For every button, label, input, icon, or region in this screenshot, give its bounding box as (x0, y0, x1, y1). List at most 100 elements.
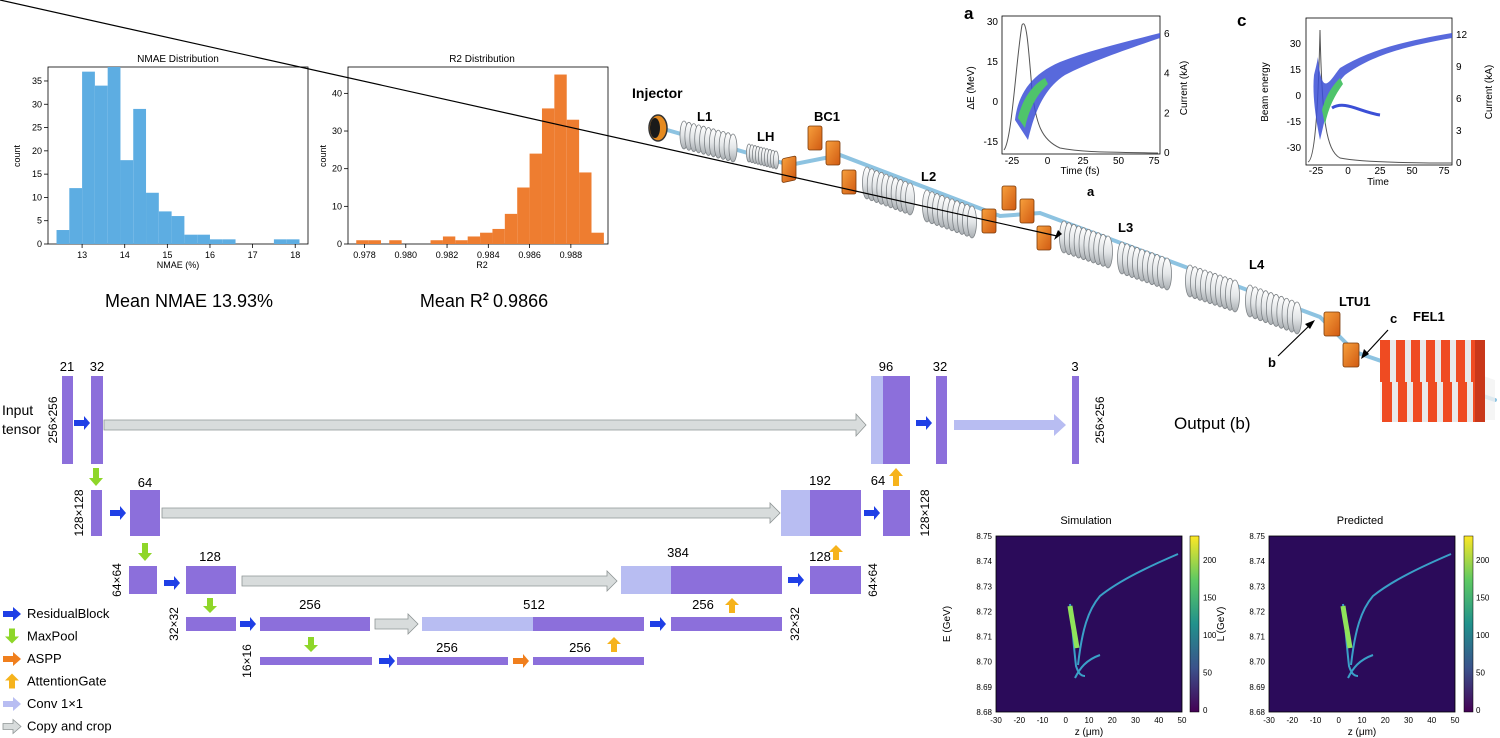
inset-a-ylabel-right: Current (kA) (1179, 61, 1190, 115)
x-tick-label: 50 (1406, 166, 1418, 177)
y-tick-label: 8.70 (1249, 658, 1265, 667)
pred-heatmap-xticks: -30 -20 -10 0 10 20 30 40 50 (1263, 716, 1460, 725)
ch-label: 64 (871, 473, 885, 488)
l1-label: L1 (697, 109, 712, 124)
nmae-hist-xticks: 13 14 15 16 17 18 (77, 244, 300, 260)
legend-swatch-icon (5, 628, 19, 644)
marker-c-arrow (1363, 329, 1389, 357)
marker-c-label: c (1390, 311, 1397, 326)
y-tick-label: 6 (1456, 94, 1462, 105)
unet-block-bottleneck-c (533, 657, 644, 665)
nmae-hist-yticks: 0 5 10 15 20 25 30 35 (32, 76, 48, 249)
l2-label: L2 (921, 169, 936, 184)
legend-label: Copy and crop (27, 719, 112, 734)
residual-arrow-icon (788, 573, 804, 587)
magnet-icon (807, 125, 823, 151)
pred-heatmap-core (1340, 605, 1353, 649)
nmae-hist-bars (56, 67, 300, 244)
conv1x1-output-arrow (954, 414, 1066, 436)
magnet-icon (1323, 311, 1341, 337)
sim-heatmap-ylabel: E (GeV) (942, 606, 953, 642)
inset-c-ylabel-right: Current (kA) (1484, 65, 1495, 119)
y-tick-label: 8.71 (976, 633, 992, 642)
colorbar-tick-label: 150 (1203, 594, 1217, 603)
predicted-heatmap: Predicted -30 -20 -10 0 10 20 30 40 50 8.758.748… (1216, 515, 1490, 738)
bc2-magnets (981, 185, 1052, 251)
x-tick-label: 0.984 (477, 250, 500, 260)
y-tick-label: 8.74 (1249, 557, 1265, 566)
inset-c-xticks: -25 0 25 50 75 (1309, 166, 1450, 177)
x-tick-label: 0 (1337, 716, 1342, 725)
x-tick-label: 15 (162, 250, 172, 260)
cavity-cell-icon (728, 133, 738, 163)
marker-a-arrowhead-icon (1054, 230, 1062, 240)
magnet-icon (1001, 185, 1017, 211)
y-tick-label: 3 (1456, 126, 1462, 137)
x-tick-label: 40 (1427, 716, 1436, 725)
y-tick-label: 8.75 (1249, 532, 1265, 541)
histogram-bar (222, 239, 236, 244)
y-tick-label: 4 (1164, 69, 1170, 80)
ltu1-label: LTU1 (1339, 294, 1371, 309)
nmae-hist-title: NMAE Distribution (137, 54, 219, 65)
x-tick-label: -20 (1286, 716, 1298, 725)
unet-block-dec2-out (883, 490, 910, 536)
y-tick-label: 9 (1456, 62, 1462, 73)
unet-block-enc1 (91, 376, 103, 464)
y-tick-label: -15 (1287, 117, 1302, 128)
sim-heatmap-bg (995, 535, 1183, 713)
histogram-bar (171, 216, 185, 244)
histogram-bar (579, 172, 592, 244)
y-tick-label: 0 (1456, 158, 1462, 169)
undulator-pole-icon (1420, 340, 1426, 382)
colorbar-tick-label: 200 (1476, 556, 1490, 565)
nmae-histogram: NMAE Distribution 13 14 15 16 17 18 0 5 10 15 20 2… (12, 54, 309, 270)
x-tick-label: 30 (1404, 716, 1413, 725)
maxpool-arrow-icon (138, 543, 152, 561)
r2-summary-prefix: Mean R (420, 291, 483, 311)
pred-colorbar (1463, 535, 1474, 713)
size-label: 64×64 (110, 563, 124, 597)
unet-block-enc4b (260, 617, 370, 631)
colorbar-tick-label: 50 (1203, 669, 1212, 678)
simulation-heatmap: Simulation -30 -20 -10 0 10 20 30 40 50 8.75 8.74… (942, 515, 1217, 738)
cavity-cell-icon (905, 182, 915, 216)
y-tick-label: 0 (992, 97, 998, 108)
y-tick-label: 0 (37, 239, 42, 249)
attention-arrow-icon (829, 545, 843, 560)
cavity-cell-icon (1292, 301, 1302, 335)
x-tick-label: -10 (1310, 716, 1322, 725)
accelerating-cavities (679, 120, 1302, 335)
unet-architecture: 21 32 64 128 256 512 256 256 256 384 128… (46, 359, 1107, 678)
colorbar-tick-label: 0 (1203, 706, 1208, 715)
y-tick-label: 20 (332, 164, 342, 174)
x-tick-label: 30 (1131, 716, 1140, 725)
unet-block-out32 (936, 376, 947, 464)
ch-label: 128 (809, 549, 831, 564)
size-label: 256×256 (1093, 396, 1107, 443)
x-tick-label: 75 (1438, 166, 1450, 177)
colorbar-tick-label: 150 (1476, 594, 1490, 603)
unet-block-bottleneck-b (397, 657, 508, 665)
x-tick-label: 0.988 (560, 250, 583, 260)
unet-block-dec4 (533, 617, 644, 631)
x-tick-label: 10 (1358, 716, 1367, 725)
attention-arrow-icon (889, 468, 903, 486)
injector-face-icon (650, 118, 660, 138)
beamline-diagram: Injector L1 LH (0, 0, 1497, 422)
inset-c-yticks-left: 30 15 0 -15 -30 (1287, 39, 1302, 154)
ch-label: 256 (692, 597, 714, 612)
histogram-bar (56, 230, 70, 244)
y-tick-label: 0 (337, 239, 342, 249)
ch-label: 384 (667, 545, 689, 560)
marker-b-arrowhead-icon (1305, 320, 1315, 329)
y-tick-label: 8.74 (976, 557, 992, 566)
legend-swatch-icon (3, 607, 21, 621)
y-tick-label: 20 (32, 146, 42, 156)
histogram-bar (368, 240, 382, 244)
inset-a-yticks-left: 30 15 0 -15 (984, 17, 999, 148)
y-tick-label: 12 (1456, 30, 1468, 41)
histogram-bar (286, 239, 300, 244)
inset-c-xlabel: Time (1367, 177, 1389, 188)
unet-block-dec3-conv (621, 566, 671, 594)
